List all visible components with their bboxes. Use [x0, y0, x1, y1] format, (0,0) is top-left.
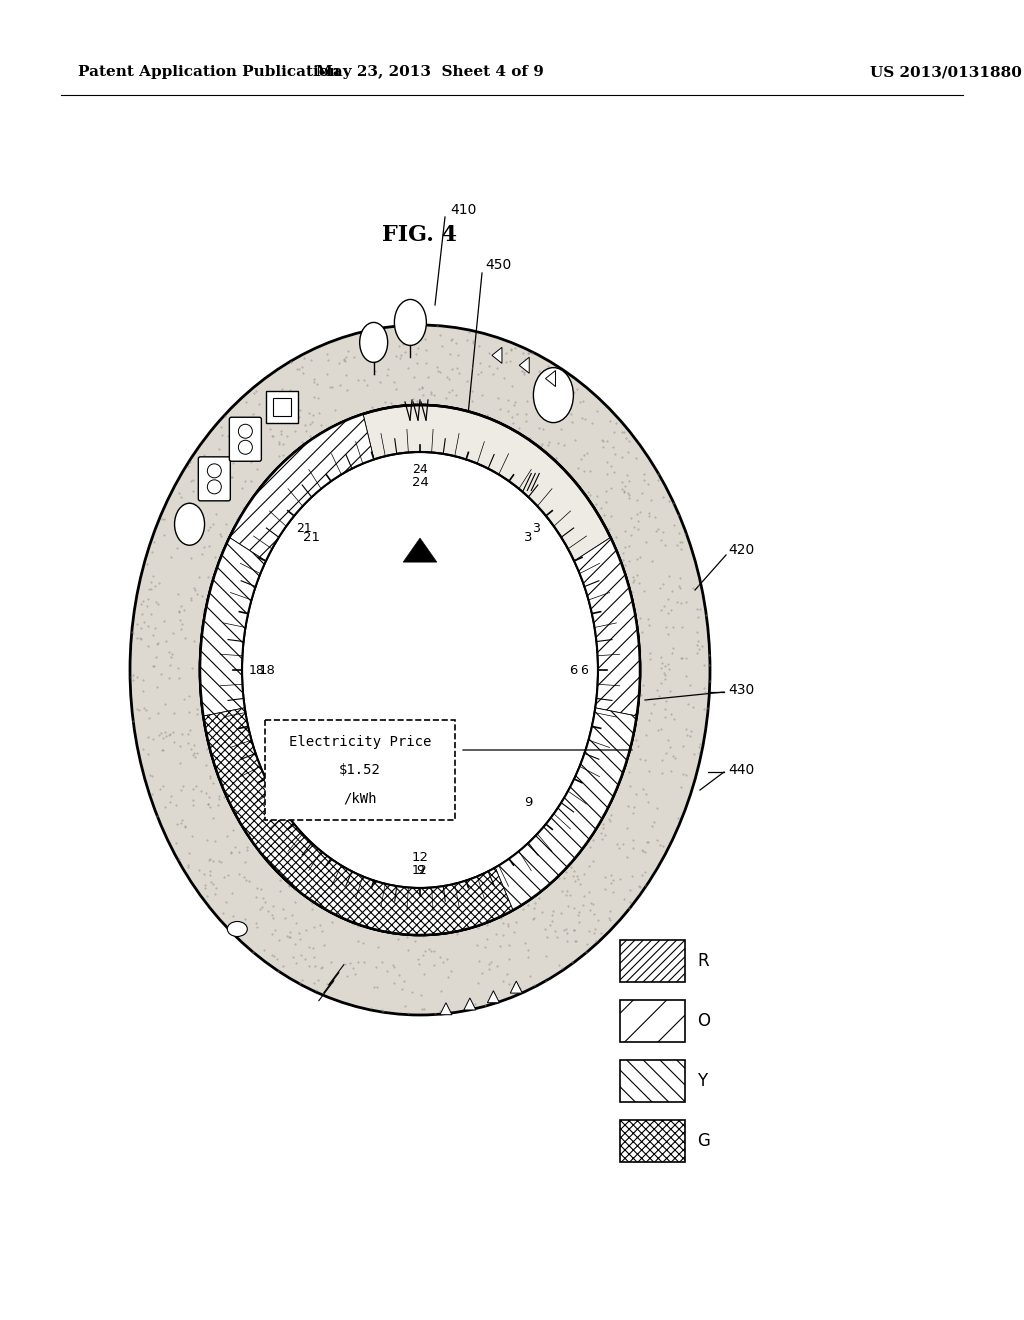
- Text: 9: 9: [524, 796, 532, 809]
- Polygon shape: [464, 998, 476, 1010]
- Text: 6: 6: [569, 664, 578, 676]
- Circle shape: [239, 441, 252, 454]
- Ellipse shape: [200, 405, 640, 935]
- Text: 410: 410: [450, 203, 476, 216]
- Text: May 23, 2013  Sheet 4 of 9: May 23, 2013 Sheet 4 of 9: [316, 65, 544, 79]
- Text: R: R: [697, 952, 709, 970]
- Polygon shape: [519, 358, 529, 374]
- Text: 18: 18: [258, 664, 275, 676]
- Text: US 2013/0131880 A1: US 2013/0131880 A1: [870, 65, 1024, 79]
- Text: $1.52: $1.52: [339, 763, 381, 777]
- Text: 15: 15: [303, 796, 321, 809]
- Text: 3: 3: [531, 521, 540, 535]
- Polygon shape: [487, 991, 500, 1003]
- Text: 450: 450: [485, 257, 511, 272]
- Text: 18: 18: [248, 664, 264, 676]
- Text: G: G: [697, 1133, 710, 1150]
- PathPatch shape: [200, 537, 266, 715]
- Circle shape: [207, 480, 221, 494]
- Polygon shape: [510, 981, 522, 993]
- Text: 440: 440: [728, 763, 755, 777]
- FancyBboxPatch shape: [265, 391, 298, 422]
- Text: 6: 6: [580, 664, 588, 676]
- Text: 420: 420: [728, 543, 755, 557]
- Text: 21: 21: [303, 531, 321, 544]
- Circle shape: [239, 424, 252, 438]
- Ellipse shape: [130, 325, 710, 1015]
- Ellipse shape: [227, 921, 248, 936]
- Text: /kWh: /kWh: [343, 791, 377, 805]
- PathPatch shape: [200, 414, 640, 935]
- PathPatch shape: [229, 414, 374, 561]
- PathPatch shape: [574, 537, 640, 715]
- Text: 12: 12: [412, 865, 428, 876]
- Text: 24: 24: [412, 477, 428, 488]
- Ellipse shape: [242, 451, 598, 888]
- PathPatch shape: [496, 708, 637, 911]
- Ellipse shape: [200, 405, 640, 935]
- Text: 24: 24: [412, 463, 428, 477]
- Text: 3: 3: [524, 531, 532, 544]
- Ellipse shape: [534, 368, 573, 422]
- Text: 9: 9: [416, 865, 424, 876]
- Text: Electricity Price: Electricity Price: [289, 735, 431, 748]
- FancyBboxPatch shape: [229, 417, 261, 461]
- FancyBboxPatch shape: [272, 397, 291, 416]
- Ellipse shape: [394, 300, 426, 346]
- FancyBboxPatch shape: [620, 940, 685, 982]
- Text: 15: 15: [296, 805, 312, 818]
- Polygon shape: [440, 1003, 452, 1015]
- Text: 21: 21: [296, 521, 312, 535]
- Text: Patent Application Publication: Patent Application Publication: [78, 65, 340, 79]
- Polygon shape: [492, 347, 502, 363]
- PathPatch shape: [204, 708, 513, 935]
- Text: Y: Y: [697, 1072, 708, 1090]
- Ellipse shape: [174, 503, 205, 545]
- FancyBboxPatch shape: [199, 457, 230, 500]
- Polygon shape: [403, 539, 437, 562]
- FancyBboxPatch shape: [620, 1001, 685, 1041]
- Polygon shape: [546, 371, 555, 387]
- Text: 430: 430: [728, 682, 755, 697]
- FancyBboxPatch shape: [620, 1119, 685, 1162]
- Ellipse shape: [359, 322, 388, 363]
- Text: 12: 12: [412, 851, 428, 865]
- Text: FIG. 4: FIG. 4: [383, 224, 458, 246]
- FancyBboxPatch shape: [620, 1060, 685, 1102]
- Text: O: O: [697, 1012, 710, 1030]
- FancyBboxPatch shape: [265, 719, 455, 820]
- Circle shape: [207, 463, 221, 478]
